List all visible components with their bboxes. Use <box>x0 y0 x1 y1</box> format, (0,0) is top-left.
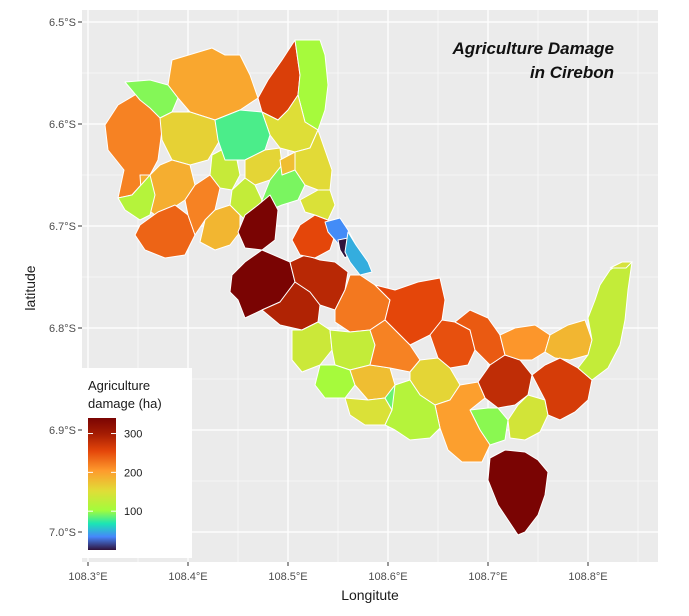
district-region[interactable] <box>117 174 156 221</box>
district-region[interactable] <box>279 151 296 176</box>
district-region[interactable] <box>531 357 593 421</box>
x-axis-title: Longitute <box>341 587 399 603</box>
district-region[interactable] <box>344 231 373 276</box>
y-tick-label: 7.0°S <box>49 527 76 539</box>
legend-tick-label: 100 <box>124 506 142 518</box>
legend-tick-label: 300 <box>124 429 142 441</box>
map-title-line-2: in Cirebon <box>530 63 614 82</box>
district-region[interactable] <box>159 111 221 166</box>
x-tick-label: 108.7°E <box>468 571 507 583</box>
y-axis-title: latitude <box>22 265 38 310</box>
legend-ticks: 100 200 300 <box>88 429 142 518</box>
y-tick-label: 6.7°S <box>49 221 76 233</box>
y-tick-label: 6.5°S <box>49 17 76 29</box>
y-tick-label: 6.8°S <box>49 323 76 335</box>
district-region[interactable] <box>577 261 633 381</box>
district-region[interactable] <box>237 194 279 251</box>
x-tick-label: 108.6°E <box>368 571 407 583</box>
legend-colorbar <box>88 418 116 550</box>
district-region[interactable] <box>384 379 441 441</box>
x-tick-label: 108.4°E <box>168 571 207 583</box>
district-region[interactable] <box>134 204 196 259</box>
peninsula-outline <box>609 261 634 269</box>
y-axis: 6.5°S 6.6°S 6.7°S 6.8°S 6.9°S 7.0°S <box>49 17 82 539</box>
legend-title-line-2: damage (ha) <box>88 396 162 411</box>
x-tick-label: 108.3°E <box>68 571 107 583</box>
legend-tick-label: 200 <box>124 467 142 479</box>
x-tick-label: 108.5°E <box>268 571 307 583</box>
district-region[interactable] <box>299 189 336 221</box>
x-axis: 108.3°E 108.4°E 108.5°E 108.6°E 108.7°E 108.8… <box>68 562 608 583</box>
district-region[interactable] <box>487 449 549 536</box>
district-region[interactable] <box>434 381 491 463</box>
y-tick-label: 6.9°S <box>49 425 76 437</box>
district-region[interactable] <box>329 329 376 371</box>
y-tick-label: 6.6°S <box>49 119 76 131</box>
map-title-line-1: Agriculture Damage <box>451 39 614 58</box>
district-region[interactable] <box>294 129 333 191</box>
district-region[interactable] <box>294 39 329 131</box>
legend: Agriculture damage (ha) 100 200 300 <box>80 368 192 558</box>
x-tick-label: 108.8°E <box>568 571 607 583</box>
legend-title-line-1: Agriculture <box>88 378 150 393</box>
district-layer <box>104 39 633 536</box>
district-region[interactable] <box>314 364 356 399</box>
